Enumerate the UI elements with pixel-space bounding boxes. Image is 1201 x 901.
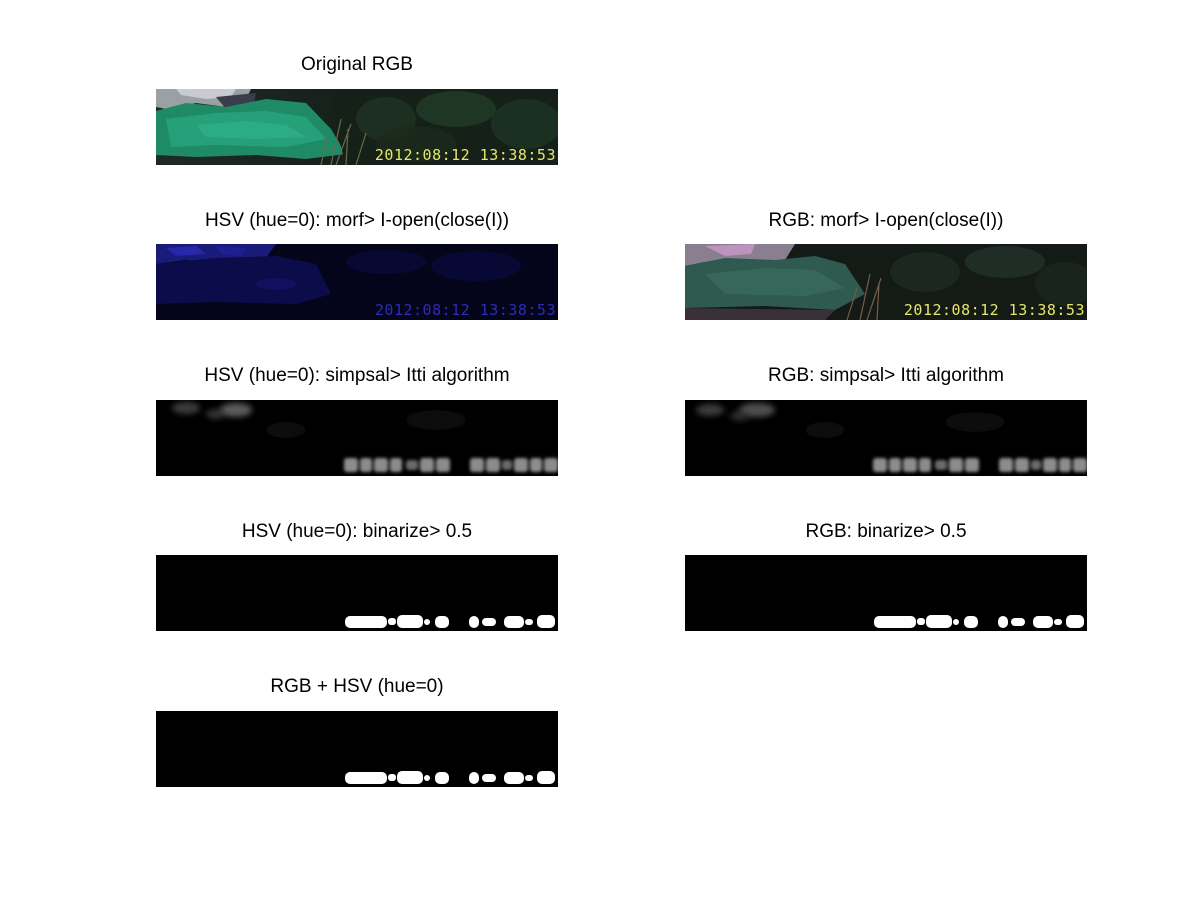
- hsv-binary-mask: [156, 555, 558, 631]
- original-rgb-scene: [156, 89, 558, 165]
- panel-title-original-rgb: Original RGB: [301, 54, 413, 75]
- rgb-simpsal-saliency-map: [685, 400, 1087, 476]
- rgb-binary-mask: [685, 555, 1087, 631]
- panel-title-combined: RGB + HSV (hue=0): [270, 676, 444, 697]
- timestamp-overlay: 2012:08:12 13:38:53: [374, 146, 556, 164]
- combined-mask: [156, 711, 558, 787]
- hsv-morf-image: 2012:08:12 13:38:53: [156, 244, 558, 320]
- hsv-simpsal-saliency-map: [156, 400, 558, 476]
- panel-title-hsv-binarize: HSV (hue=0): binarize> 0.5: [241, 521, 473, 542]
- panel-title-hsv-morf: HSV (hue=0): morf> I-open(close(I)): [204, 210, 510, 231]
- panel-title-rgb-binarize: RGB: binarize> 0.5: [805, 521, 967, 542]
- rgb-morf-scene: [685, 244, 1087, 320]
- original-rgb-image: 2012:08:12 13:38:53: [156, 89, 558, 165]
- hsv-simpsal-map: [156, 400, 558, 476]
- timestamp-overlay: 2012:08:12 13:38:53: [374, 301, 556, 319]
- hsv-morf-scene: [156, 244, 558, 320]
- rgb-binarize-mask: [685, 555, 1087, 631]
- combined-binary-mask: [156, 711, 558, 787]
- rgb-simpsal-map: [685, 400, 1087, 476]
- panel-title-rgb-morf: RGB: morf> I-open(close(I)): [768, 210, 1004, 231]
- panel-title-rgb-simpsal: RGB: simpsal> Itti algorithm: [768, 365, 1004, 386]
- rgb-morf-image: 2012:08:12 13:38:53: [685, 244, 1087, 320]
- panel-title-hsv-simpsal: HSV (hue=0): simpsal> Itti algorithm: [204, 365, 510, 386]
- timestamp-overlay: 2012:08:12 13:38:53: [903, 301, 1085, 319]
- hsv-binarize-mask: [156, 555, 558, 631]
